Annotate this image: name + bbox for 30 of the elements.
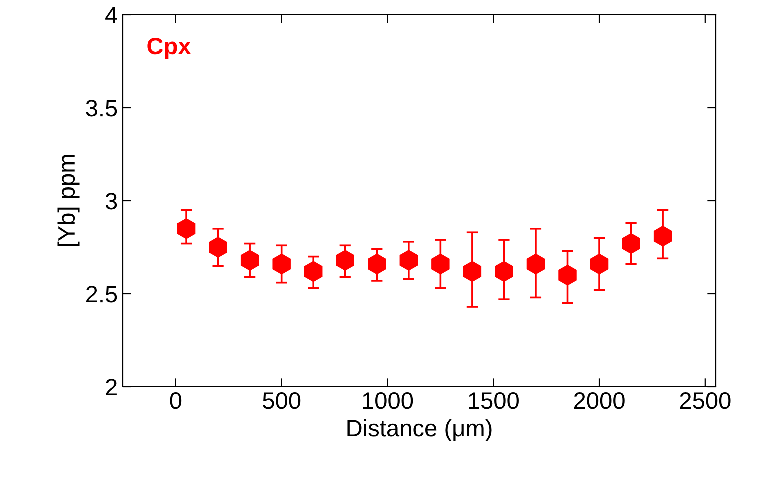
y-tick-label: 3.5 (86, 100, 118, 117)
y-tick-label: 3 (106, 193, 118, 210)
y-tick-label: 2.5 (86, 286, 118, 303)
point (272, 254, 291, 275)
x-tick-label: 500 (263, 392, 301, 410)
point (558, 264, 577, 286)
y-tick-label: 2 (106, 379, 117, 396)
point (304, 261, 323, 282)
point (336, 250, 354, 271)
point (209, 237, 228, 258)
point (368, 254, 386, 275)
point (400, 250, 418, 271)
x-tick-label: 1500 (469, 392, 519, 410)
point (432, 254, 450, 275)
point (622, 233, 640, 254)
x-axis-title: Distance (μm) (348, 419, 492, 442)
y-tick-label: 4 (106, 7, 118, 24)
point (177, 218, 196, 240)
annotation: Cpx (148, 38, 192, 60)
x-tick-label: 1000 (363, 392, 414, 410)
y-axis-title: [Yb] ppm (58, 155, 80, 247)
point (654, 226, 672, 247)
x-tick-label: 0 (170, 392, 182, 410)
x-tick-label: 2500 (680, 392, 731, 410)
x-tick-label: 2000 (574, 392, 625, 410)
point (240, 250, 260, 271)
point (463, 261, 482, 282)
point (526, 254, 546, 275)
point (590, 254, 609, 275)
point (495, 261, 514, 282)
